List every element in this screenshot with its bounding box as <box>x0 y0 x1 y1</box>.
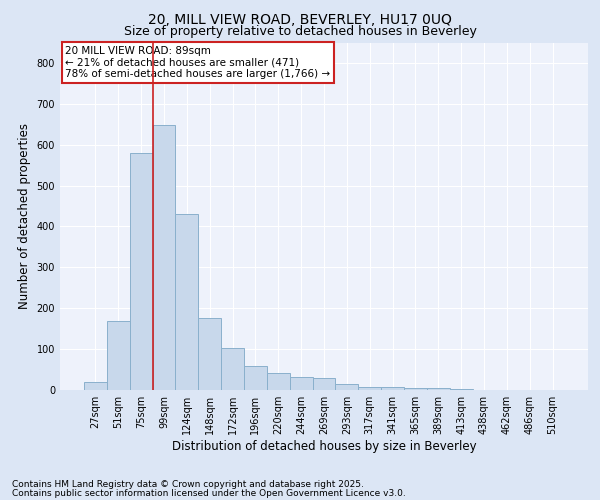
Bar <box>335 384 358 390</box>
Y-axis label: Number of detached properties: Number of detached properties <box>18 123 31 309</box>
Text: 20 MILL VIEW ROAD: 89sqm
← 21% of detached houses are smaller (471)
78% of semi-: 20 MILL VIEW ROAD: 89sqm ← 21% of detach… <box>65 46 331 79</box>
Bar <box>404 388 427 390</box>
Bar <box>427 388 450 390</box>
Bar <box>175 214 198 390</box>
Bar <box>267 373 290 390</box>
Text: 20, MILL VIEW ROAD, BEVERLEY, HU17 0UQ: 20, MILL VIEW ROAD, BEVERLEY, HU17 0UQ <box>148 12 452 26</box>
Bar <box>450 389 473 390</box>
Bar <box>244 366 267 390</box>
Bar <box>221 348 244 390</box>
Bar <box>130 153 152 390</box>
X-axis label: Distribution of detached houses by size in Beverley: Distribution of detached houses by size … <box>172 440 476 453</box>
Bar <box>84 382 107 390</box>
Text: Size of property relative to detached houses in Beverley: Size of property relative to detached ho… <box>124 25 476 38</box>
Bar <box>358 386 381 390</box>
Bar <box>107 320 130 390</box>
Bar <box>198 318 221 390</box>
Bar <box>381 386 404 390</box>
Bar <box>152 125 175 390</box>
Bar <box>313 378 335 390</box>
Text: Contains public sector information licensed under the Open Government Licence v3: Contains public sector information licen… <box>12 489 406 498</box>
Text: Contains HM Land Registry data © Crown copyright and database right 2025.: Contains HM Land Registry data © Crown c… <box>12 480 364 489</box>
Bar <box>290 376 313 390</box>
